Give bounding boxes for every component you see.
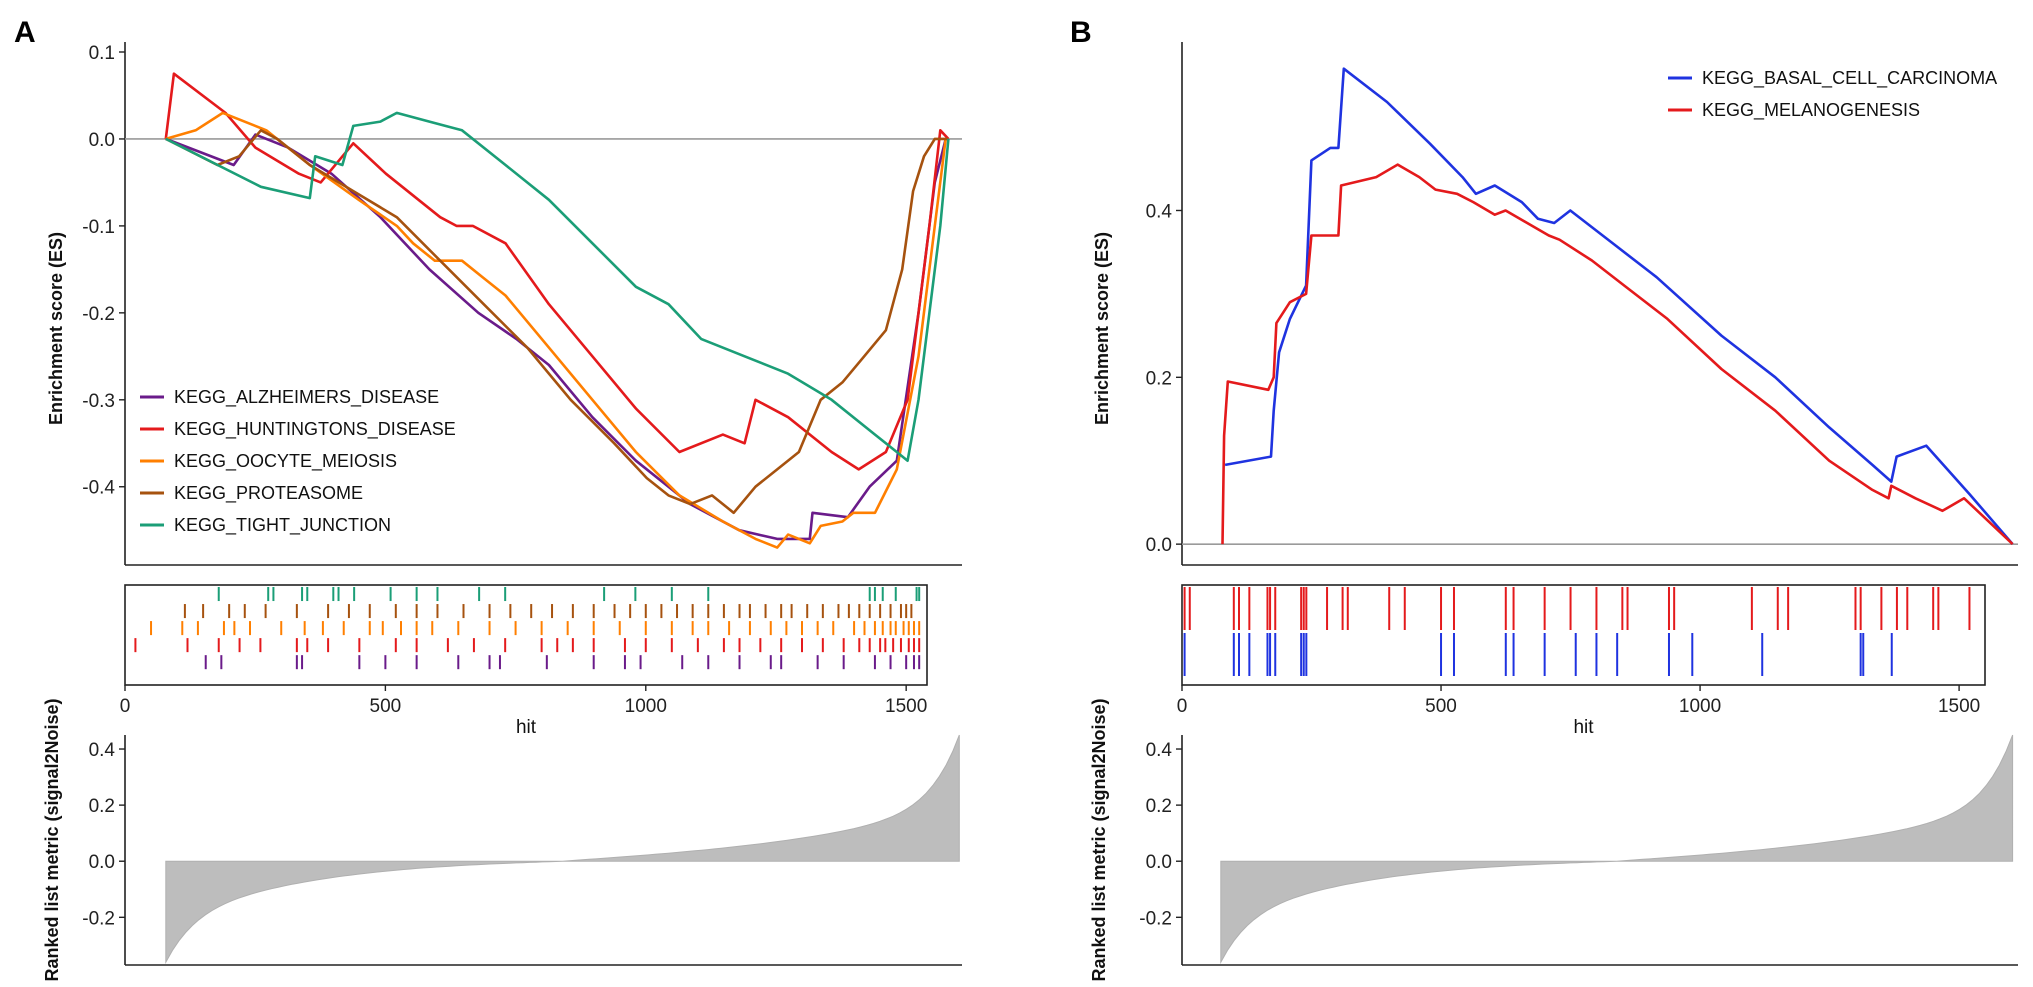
legend-label: KEGG_ALZHEIMERS_DISEASE bbox=[174, 387, 439, 408]
hit-x-tick-label: 0 bbox=[1177, 696, 1188, 717]
legend-label: KEGG_BASAL_CELL_CARCINOMA bbox=[1702, 68, 1997, 89]
metric-y-tick-label: -0.2 bbox=[1139, 908, 1172, 929]
legend-label: KEGG_MELANOGENESIS bbox=[1702, 100, 1920, 121]
es-y-tick-label: 0.2 bbox=[1146, 368, 1172, 389]
panel-label-b: B bbox=[1070, 16, 1092, 49]
hit-x-tick-label: 1000 bbox=[1679, 696, 1721, 717]
metric-y-tick-label: -0.2 bbox=[82, 908, 115, 929]
hit-x-tick-label: 1500 bbox=[885, 696, 927, 717]
panel-a: 0.1 0.0 -0.1 -0.2 -0.3 -0.4 Enrichment score (… bbox=[42, 42, 962, 982]
hit-x-axis-title: hit bbox=[1573, 717, 1594, 738]
es-line-kegg-huntingtons-disease bbox=[164, 72, 950, 471]
legend-label: KEGG_HUNTINGTONS_DISEASE bbox=[174, 419, 456, 440]
es-y-axis-title: Enrichment score (ES) bbox=[46, 232, 66, 425]
es-line-kegg-tight-junction bbox=[165, 111, 950, 463]
hit-x-tick-label: 1500 bbox=[1938, 696, 1980, 717]
legend-label: KEGG_TIGHT_JUNCTION bbox=[174, 515, 391, 536]
es-y-axis-title: Enrichment score (ES) bbox=[1092, 232, 1112, 425]
es-y-tick-label: -0.2 bbox=[82, 304, 115, 325]
legend-label: KEGG_PROTEASOME bbox=[174, 483, 363, 504]
hit-x-tick-label: 0 bbox=[120, 696, 131, 717]
es-y-tick-label: 0.0 bbox=[89, 130, 115, 151]
ranked-metric-area bbox=[165, 734, 960, 965]
es-y-tick-label: -0.4 bbox=[82, 478, 115, 499]
hit-x-tick-label: 500 bbox=[1425, 696, 1457, 717]
es-y-tick-label: -0.3 bbox=[82, 391, 115, 412]
es-line-kegg-alzheimers-disease bbox=[165, 133, 947, 541]
ranked-metric-area bbox=[1220, 734, 2014, 965]
metric-y-axis-title: Ranked list metric (signal2Noise) bbox=[42, 698, 62, 981]
es-y-tick-label: 0.4 bbox=[1146, 201, 1173, 222]
panel-label-a: A bbox=[14, 16, 36, 49]
metric-y-axis-title: Ranked list metric (signal2Noise) bbox=[1089, 698, 1109, 981]
hit-x-tick-label: 1000 bbox=[625, 696, 667, 717]
metric-y-tick-label: 0.2 bbox=[1146, 796, 1172, 817]
legend-label: KEGG_OOCYTE_MEIOSIS bbox=[174, 451, 397, 472]
es-line-kegg-basal-cell-carcinoma bbox=[1224, 67, 2014, 545]
es-line-kegg-oocyte-meiosis bbox=[165, 111, 947, 549]
es-y-tick-label: -0.1 bbox=[82, 217, 115, 238]
metric-y-tick-label: 0.4 bbox=[89, 740, 116, 761]
panel-b: 0.4 0.2 0.0 Enrichment score (ES) KEGG_BASAL… bbox=[1089, 42, 2018, 982]
hit-frame bbox=[124, 584, 928, 686]
es-line-kegg-proteasome bbox=[165, 129, 949, 515]
es-y-tick-label: 0.0 bbox=[1146, 535, 1172, 556]
metric-y-tick-label: 0.2 bbox=[89, 796, 115, 817]
es-line-kegg-melanogenesis bbox=[1221, 163, 2014, 546]
hit-frame bbox=[1181, 584, 1986, 686]
metric-y-tick-label: 0.4 bbox=[1146, 740, 1173, 761]
es-y-tick-label: 0.1 bbox=[89, 43, 115, 64]
hit-x-tick-label: 500 bbox=[370, 696, 402, 717]
metric-y-tick-label: 0.0 bbox=[89, 852, 115, 873]
metric-y-tick-label: 0.0 bbox=[1146, 852, 1172, 873]
hit-x-axis-title: hit bbox=[516, 717, 537, 738]
